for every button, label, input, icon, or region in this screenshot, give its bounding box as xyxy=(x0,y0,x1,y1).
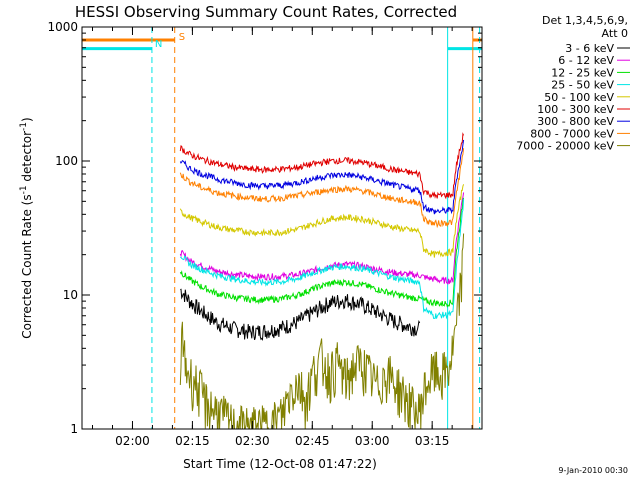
series-line-7000-20000-kev xyxy=(179,233,465,429)
x-axis-label: Start Time (12-Oct-08 01:47:22) xyxy=(183,457,377,471)
flag-label-s: S xyxy=(179,32,185,43)
series-line-50-100-kev xyxy=(179,184,465,258)
x-tick-label-0300: 03:00 xyxy=(355,434,390,448)
x-axis: 02:00 02:15 02:30 02:45 03:00 03:15 xyxy=(92,27,473,448)
legend-label-100-300-kev: 100 - 300 keV xyxy=(537,103,614,116)
flag-label-n: N xyxy=(155,39,162,50)
legend-header-line2: Att 0 xyxy=(602,27,628,40)
series-line-100-300-kev xyxy=(179,132,465,200)
legend-label-800-7000-kev: 800 - 7000 keV xyxy=(530,127,614,140)
y-tick-label-100: 100 xyxy=(55,154,78,168)
y-axis-label: Corrected Count Rate (s-1 detector-1) xyxy=(19,117,34,338)
y-tick-label-1000: 1000 xyxy=(47,20,78,34)
legend-label-300-800-kev: 300 - 800 keV xyxy=(537,115,614,128)
plot-area: NS xyxy=(82,27,482,429)
legend-label-3-6-kev: 3 - 6 keV xyxy=(565,42,614,55)
plot-clip-group xyxy=(82,27,482,429)
legend-label-50-100-kev: 50 - 100 keV xyxy=(544,91,614,104)
y-tick-label-1: 1 xyxy=(70,422,78,436)
x-tick-label-0215: 02:15 xyxy=(175,434,210,448)
legend-label-6-12-kev: 6 - 12 keV xyxy=(558,54,614,67)
x-tick-label-0230: 02:30 xyxy=(235,434,270,448)
series-line-25-50-kev xyxy=(180,198,465,320)
legend-label-25-50-kev: 25 - 50 keV xyxy=(551,79,614,92)
x-tick-label-0315: 03:15 xyxy=(415,434,450,448)
x-tick-label-0200: 02:00 xyxy=(115,434,150,448)
series-line-3-6-kev xyxy=(180,288,421,342)
legend-label-7000-20000-kev: 7000 - 20000 keV xyxy=(516,140,614,153)
y-axis: 1 10 100 1000 xyxy=(47,20,482,436)
footer-date: 9-Jan-2010 00:30 xyxy=(558,466,628,475)
plot-frame xyxy=(81,26,483,430)
legend-label-12-25-kev: 12 - 25 keV xyxy=(551,66,614,79)
series-line-800-7000-kev xyxy=(179,148,465,229)
x-tick-label-0245: 02:45 xyxy=(295,434,330,448)
chart-title: HESSI Observing Summary Count Rates, Cor… xyxy=(75,3,457,21)
legend-header-line1: Det 1,3,4,5,6,9, xyxy=(542,14,628,27)
y-tick-label-10: 10 xyxy=(63,288,78,302)
series-line-300-800-kev xyxy=(179,139,465,215)
series-line-12-25-kev xyxy=(179,197,465,308)
